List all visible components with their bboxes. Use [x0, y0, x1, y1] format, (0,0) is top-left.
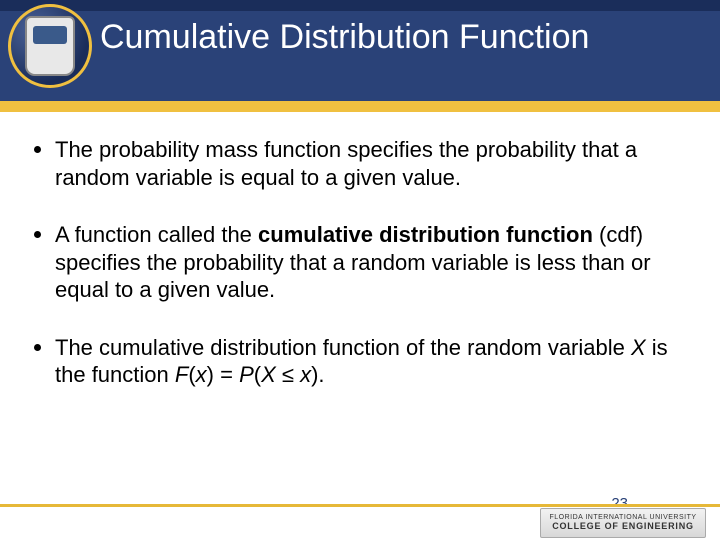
university-seal-icon: [8, 4, 92, 88]
bullet-dot-icon: [34, 231, 41, 238]
footer-bar: FLORIDA INTERNATIONAL UNIVERSITY COLLEGE…: [0, 504, 720, 540]
slide-title: Cumulative Distribution Function: [100, 18, 710, 57]
bullet-text: A function called the cumulative distrib…: [55, 221, 686, 304]
bullet-text: The probability mass function specifies …: [55, 136, 686, 191]
content-area: The probability mass function specifies …: [0, 112, 720, 429]
badge-line2: COLLEGE OF ENGINEERING: [552, 522, 694, 532]
bullet-text: The cumulative distribution function of …: [55, 334, 686, 389]
college-badge: FLORIDA INTERNATIONAL UNIVERSITY COLLEGE…: [540, 508, 706, 538]
header-band: Cumulative Distribution Function: [0, 0, 720, 112]
bullet-dot-icon: [34, 146, 41, 153]
bullet-item: The probability mass function specifies …: [34, 136, 686, 191]
seal-shield-icon: [25, 16, 75, 76]
bullet-dot-icon: [34, 344, 41, 351]
bullet-item: The cumulative distribution function of …: [34, 334, 686, 389]
bullet-item: A function called the cumulative distrib…: [34, 221, 686, 304]
